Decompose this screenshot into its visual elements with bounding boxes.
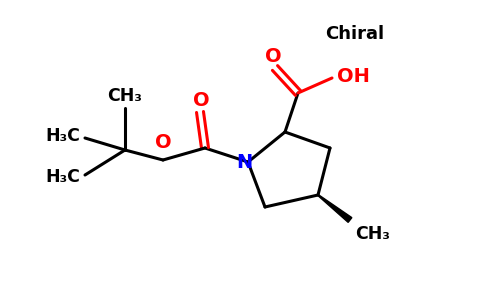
Text: CH₃: CH₃	[355, 225, 390, 243]
Text: H₃C: H₃C	[45, 168, 80, 186]
Text: N: N	[236, 152, 252, 172]
Text: Chiral: Chiral	[325, 25, 385, 43]
Text: O: O	[193, 91, 209, 110]
Text: H₃C: H₃C	[45, 127, 80, 145]
Text: OH: OH	[337, 67, 370, 85]
Polygon shape	[318, 195, 352, 222]
Text: CH₃: CH₃	[107, 87, 142, 105]
Text: O: O	[265, 47, 281, 66]
Text: O: O	[155, 133, 171, 152]
